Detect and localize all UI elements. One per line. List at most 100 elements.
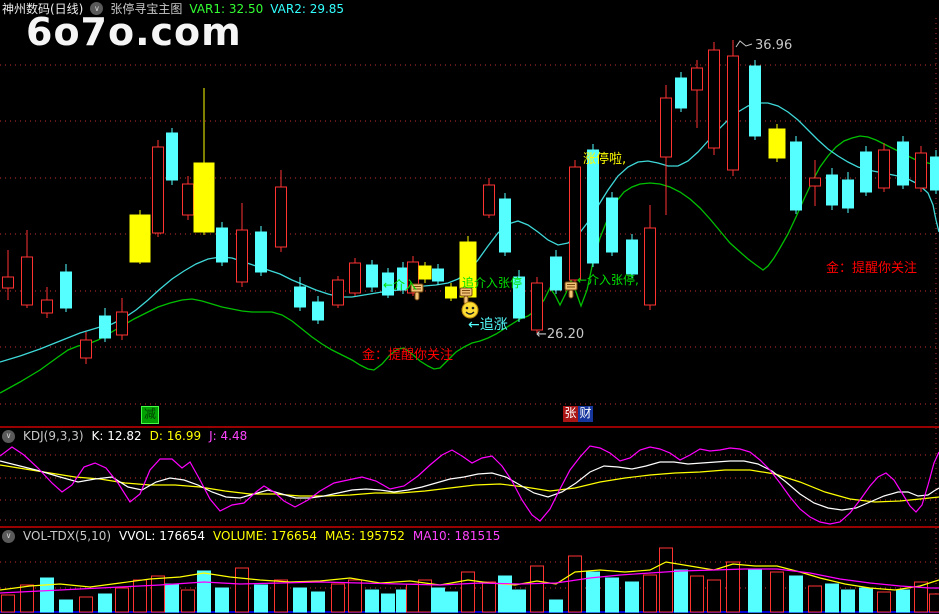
candle	[60, 264, 72, 312]
marker-tag-jian: 减	[141, 406, 160, 424]
volume-bar	[549, 599, 563, 613]
volume-bar	[789, 575, 803, 613]
candle	[826, 168, 838, 210]
volume-bar	[498, 575, 512, 613]
candle	[382, 268, 394, 298]
candle	[499, 193, 511, 256]
candle	[768, 124, 786, 162]
indicator-menu-icon[interactable]: ∨	[90, 2, 104, 15]
candle	[166, 128, 178, 185]
volume-bar	[235, 567, 249, 613]
volume-bar	[770, 571, 784, 613]
candle	[749, 60, 761, 140]
candle	[2, 250, 14, 300]
candle	[708, 42, 720, 155]
candle	[418, 262, 432, 283]
candle	[366, 260, 378, 292]
candle	[275, 170, 287, 252]
candle	[930, 150, 939, 194]
volume-bar	[690, 575, 704, 613]
thumb-down-icon	[409, 283, 425, 306]
volume-bar	[896, 589, 910, 613]
volume-bar	[274, 579, 288, 613]
candle	[349, 258, 361, 296]
volume-bar	[311, 591, 325, 613]
candle	[675, 72, 687, 112]
candle	[691, 60, 703, 128]
volume-bar	[825, 583, 839, 613]
volume-bar	[625, 581, 639, 613]
volume-bar	[859, 587, 873, 613]
volume-bar	[215, 587, 229, 613]
candle	[445, 283, 457, 301]
volume-menu-icon[interactable]: ∨	[2, 529, 15, 543]
indicator-name: 张停寻宝主图	[110, 2, 183, 16]
volume-bar	[707, 579, 721, 613]
volume-bar	[181, 589, 195, 613]
kdj-j-value: J: 4.48	[209, 429, 248, 443]
volume-bar	[748, 569, 762, 613]
volume-bar	[568, 555, 582, 613]
candle	[332, 276, 344, 308]
candle	[727, 40, 739, 176]
candle	[550, 250, 562, 294]
thumb-down-icon	[563, 281, 579, 304]
volume-bar	[40, 577, 54, 613]
stock-title: 神州数码(日线)	[2, 2, 84, 16]
volume-value: VOLUME: 176654	[213, 529, 317, 543]
gridlines	[0, 18, 939, 610]
volume-bar	[348, 579, 362, 613]
vvol-value: VVOL: 176654	[119, 529, 206, 543]
volume-bar	[444, 591, 458, 613]
candle	[80, 332, 92, 364]
volume-bar	[431, 587, 445, 613]
volume-bar	[1, 594, 15, 613]
candle	[152, 140, 164, 237]
candle	[193, 88, 215, 235]
kdj-menu-icon[interactable]: ∨	[2, 429, 15, 443]
candle	[569, 160, 581, 284]
candle	[860, 146, 872, 196]
candle	[790, 136, 802, 214]
candle	[660, 85, 672, 215]
volume-bar	[133, 579, 147, 613]
marker-tag-cai: 财	[578, 406, 593, 422]
candle	[809, 160, 821, 206]
volume-bar	[115, 587, 129, 613]
volume-bar	[406, 583, 420, 613]
peak-pointer-line	[735, 40, 753, 48]
kdj-d-value: D: 16.99	[149, 429, 202, 443]
volume-bar	[482, 581, 496, 613]
candle	[21, 230, 33, 308]
candle	[41, 287, 53, 318]
kdj-k-value: K: 12.82	[91, 429, 142, 443]
volume-bar	[293, 587, 307, 613]
volume-bar	[643, 574, 657, 613]
volume-ma-lines	[0, 561, 939, 594]
main-chart-header: 神州数码(日线) ∨ 张停寻宝主图 VAR1: 32.50 VAR2: 29.8…	[2, 0, 344, 17]
volume-bar	[841, 589, 855, 613]
volume-panel-header: ∨ VOL-TDX(5,10) VVOL: 176654 VOLUME: 176…	[2, 529, 500, 543]
volume-bar	[530, 565, 544, 613]
candle	[483, 178, 495, 218]
marker-tag-zhang: 张	[563, 406, 578, 422]
candle	[531, 277, 543, 333]
candle	[606, 192, 618, 256]
vol-name: VOL-TDX(5,10)	[23, 529, 112, 543]
volume-bar	[365, 589, 379, 613]
volume-bar	[674, 569, 688, 613]
candle	[255, 226, 267, 276]
candle	[397, 262, 409, 294]
candle	[644, 205, 656, 310]
candle	[116, 298, 128, 340]
candle	[294, 277, 306, 311]
volume-bar	[151, 575, 165, 613]
volume-bar	[79, 596, 93, 613]
vol-ma10-value: MA10: 181515	[412, 529, 501, 543]
volume-bar	[512, 589, 526, 613]
volume-bar	[808, 585, 822, 613]
candlesticks	[2, 40, 939, 364]
volume-bar	[98, 593, 112, 613]
candle	[432, 264, 444, 285]
watermark: 6o7o.com	[26, 10, 242, 54]
